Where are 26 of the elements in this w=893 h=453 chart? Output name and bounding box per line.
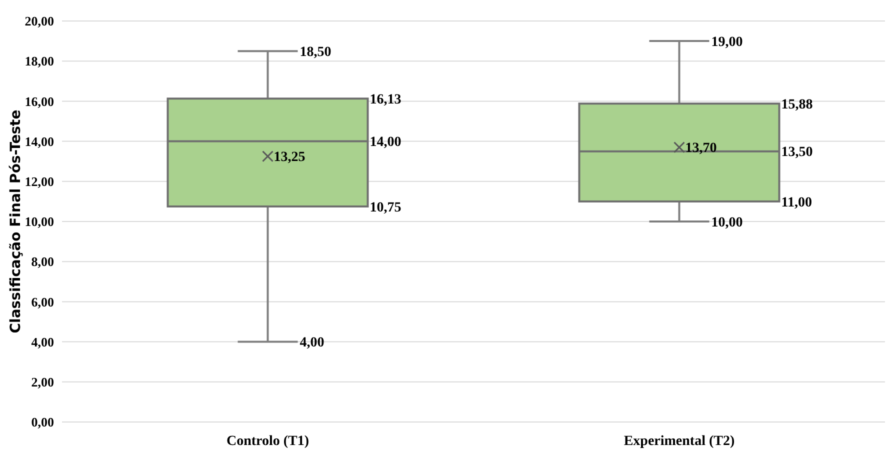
- annotation: 13,50: [781, 145, 813, 160]
- annotation: 10,00: [711, 215, 743, 230]
- y-tick-label: 0,00: [31, 414, 54, 430]
- annotation: 4,00: [300, 336, 324, 351]
- y-axis-title: Classificação Final Pós-Teste: [8, 110, 24, 334]
- y-tick-label: 14,00: [24, 134, 54, 149]
- annotation: 13,25: [274, 150, 306, 166]
- annotation: 14,00: [370, 135, 402, 150]
- y-tick-label: 16,00: [24, 94, 54, 109]
- y-tick-label: 4,00: [31, 334, 54, 350]
- annotation: 10,75: [370, 200, 402, 216]
- annotation: 11,00: [781, 195, 812, 210]
- y-tick-label: 6,00: [31, 294, 54, 310]
- y-tick-label: 10,00: [24, 214, 54, 230]
- annotation: 15,88: [781, 98, 813, 113]
- y-tick-label: 18,00: [24, 54, 54, 69]
- annotation: 13,70: [685, 141, 717, 156]
- x-tick-label: Controlo (T1): [226, 434, 310, 449]
- y-tick-label: 2,00: [31, 374, 54, 390]
- y-tick-label: 12,00: [24, 174, 54, 189]
- x-tick-label: Experimental (T2): [624, 434, 735, 449]
- annotation: 18,50: [300, 44, 332, 60]
- annotation: 16,13: [370, 92, 402, 108]
- y-tick-label: 8,00: [31, 254, 54, 270]
- y-tick-label: 20,00: [24, 14, 54, 29]
- annotation: 19,00: [711, 34, 743, 50]
